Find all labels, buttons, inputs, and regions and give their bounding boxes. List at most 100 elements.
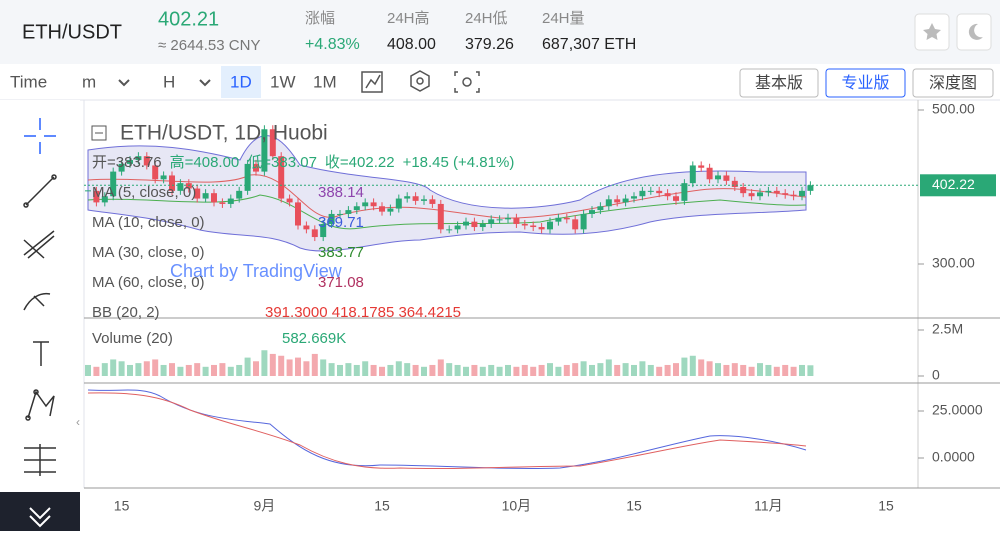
indicator-value: 371.08 <box>318 274 364 291</box>
candle <box>370 202 377 207</box>
candle <box>219 202 226 204</box>
volume-bar <box>311 353 318 376</box>
volume-bar <box>765 364 772 376</box>
candle <box>244 163 251 191</box>
candle <box>295 202 301 226</box>
interval[interactable]: 1M <box>313 72 337 91</box>
volume-bar <box>261 350 268 376</box>
header-bg <box>0 0 1000 64</box>
volume-bar <box>757 363 763 376</box>
ohlc: 开=383.76 <box>92 154 162 171</box>
indicator-value: 369.71 <box>318 214 364 231</box>
candle <box>261 129 268 172</box>
candle <box>320 223 327 238</box>
candle <box>765 190 772 193</box>
volume-bar <box>673 363 679 376</box>
version-button[interactable] <box>825 68 906 98</box>
volume-bar <box>253 361 259 376</box>
interval[interactable]: 1W <box>270 72 296 91</box>
indicator-name: MA (60, close, 0) <box>92 274 205 291</box>
volume-bar <box>572 363 579 376</box>
dropdown <box>199 79 211 87</box>
version-button[interactable] <box>739 68 819 98</box>
collapse-legend[interactable] <box>91 125 107 141</box>
volume-bar <box>160 364 167 376</box>
candle <box>143 156 150 166</box>
interval[interactable]: H <box>163 72 175 91</box>
collapse-button[interactable] <box>0 492 80 531</box>
ohlc: 低=383.07 <box>247 154 317 171</box>
x-tick-label: 15 <box>878 498 894 514</box>
volume-bar <box>177 366 184 376</box>
indicator-name: MA (5, close, 0) <box>92 184 196 201</box>
candle <box>530 225 537 228</box>
candle <box>799 190 805 197</box>
volume-bar <box>127 364 133 376</box>
volume-bar <box>689 355 696 376</box>
candle <box>748 193 755 197</box>
volume-bar <box>446 363 453 376</box>
candle <box>698 165 705 168</box>
left-toolbar <box>0 100 80 492</box>
candle <box>757 192 763 197</box>
candle <box>547 221 553 230</box>
volume-bar <box>286 359 293 376</box>
ma-line <box>87 174 807 219</box>
stat-value: 408.00 <box>387 36 436 53</box>
volume-bar <box>101 363 108 376</box>
signal-line <box>87 392 807 470</box>
candle <box>421 199 427 201</box>
candle <box>345 210 352 214</box>
candle <box>614 199 621 203</box>
interval[interactable]: m <box>82 72 96 91</box>
candle <box>538 227 545 230</box>
indicator-value: 388.14 <box>318 184 364 201</box>
version-label: 深度图 <box>929 74 977 92</box>
volume-bar <box>404 363 411 376</box>
last-price-label: 402.22 <box>932 176 975 192</box>
cny: ≈ 2644.53 CNY <box>158 37 260 54</box>
volume-bar <box>110 359 117 376</box>
candle <box>177 183 184 191</box>
candle <box>580 213 587 230</box>
x-tick-label: 15 <box>626 498 642 514</box>
volume-bar <box>135 363 142 376</box>
active-interval <box>221 66 261 98</box>
volume-bar <box>563 364 570 376</box>
toolbar-icons <box>361 70 480 93</box>
volume-bar <box>152 359 159 376</box>
volume-bar <box>496 366 503 376</box>
volume-bar <box>437 359 444 376</box>
ohlc: +18.45 (+4.81%) <box>403 154 515 171</box>
candle <box>563 217 570 220</box>
volume-bar <box>395 361 402 376</box>
version-label: 基本版 <box>755 74 803 92</box>
candle <box>740 187 747 194</box>
candle <box>169 175 175 191</box>
candle <box>353 206 360 211</box>
volume-bar <box>605 359 612 376</box>
y-tick-label: 300.00 <box>932 255 975 271</box>
indicator-name: MA (10, close, 0) <box>92 214 205 231</box>
candle <box>437 203 444 230</box>
version-button[interactable] <box>912 68 994 98</box>
volume-bar <box>194 363 201 376</box>
candle <box>429 199 436 204</box>
volume-bar <box>715 363 721 376</box>
candle <box>211 193 217 203</box>
volume-bar <box>421 366 427 376</box>
interval[interactable]: Time <box>10 72 47 91</box>
volume-bar <box>782 364 789 376</box>
volume-bar <box>748 366 755 376</box>
indicator-name: MA (30, close, 0) <box>92 244 205 261</box>
x-tick-label: 15 <box>374 498 390 514</box>
candle <box>488 219 495 224</box>
volume-bar <box>513 366 520 376</box>
interval[interactable]: 1D <box>230 72 252 91</box>
stat-value: 379.26 <box>465 36 514 53</box>
bollinger-band <box>87 135 807 252</box>
candle <box>656 190 663 194</box>
hide-arrow[interactable]: ‹ <box>76 415 80 429</box>
candle <box>194 188 201 199</box>
volume-bar <box>370 364 377 376</box>
